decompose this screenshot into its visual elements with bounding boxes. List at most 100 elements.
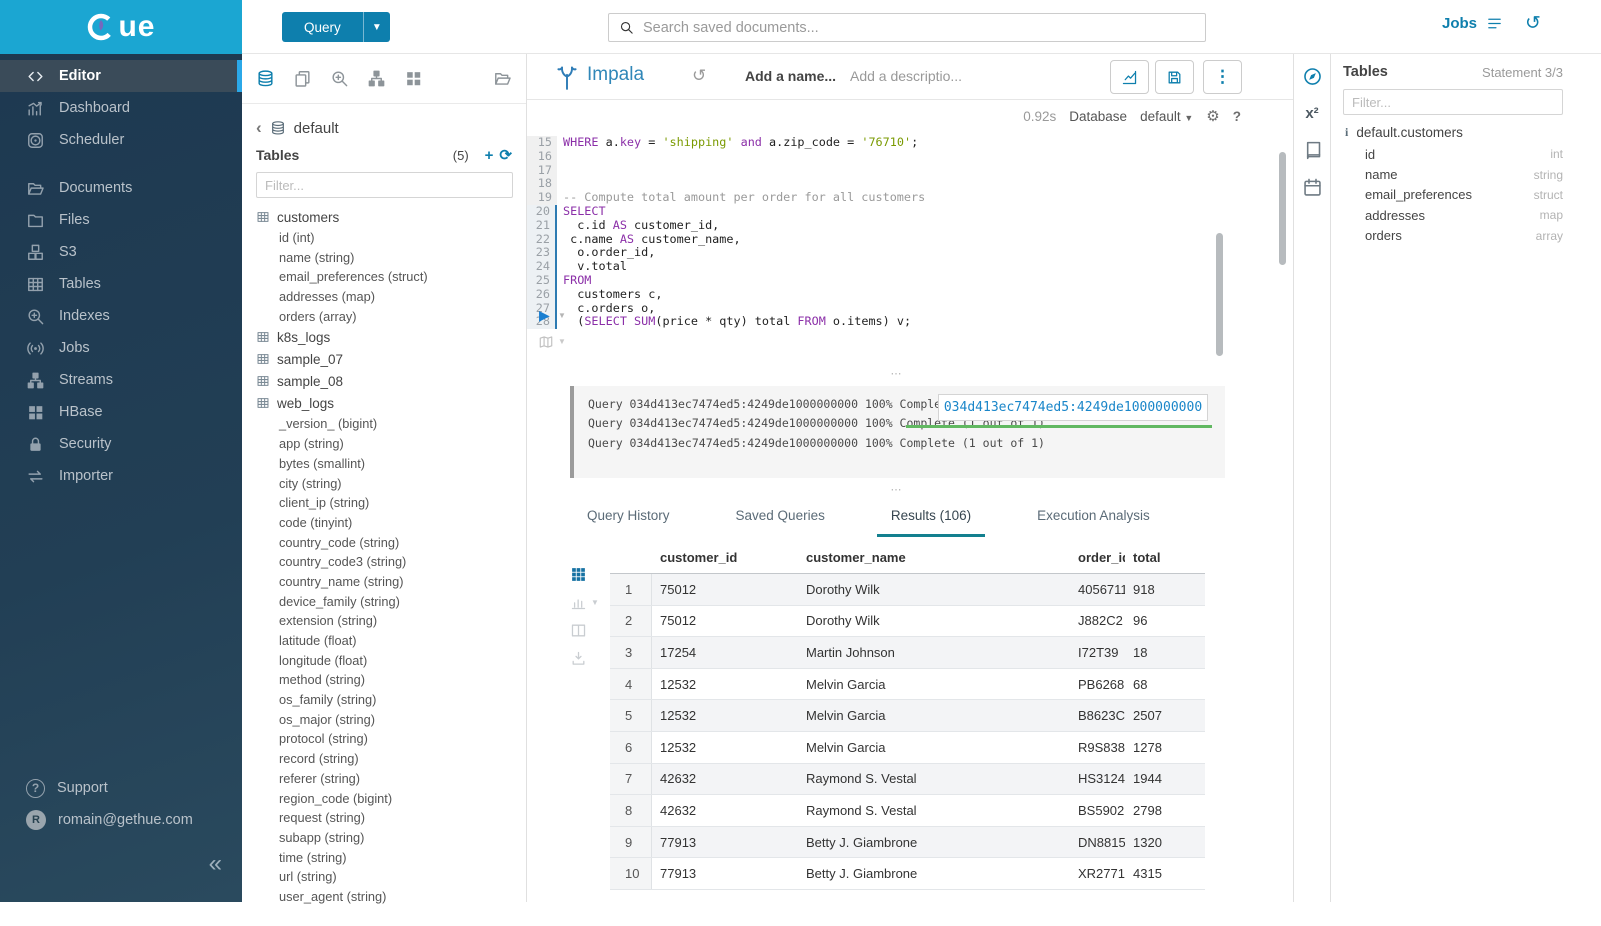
assist-column-email_preferences[interactable]: email_preferencesstruct bbox=[1343, 185, 1563, 205]
table-row[interactable]: 512532Melvin GarciaB8623C2507 bbox=[610, 700, 1205, 732]
tree-column[interactable]: device_family (string) bbox=[256, 592, 526, 612]
breadcrumb-database-name[interactable]: default bbox=[294, 120, 339, 137]
tree-column[interactable]: extension (string) bbox=[256, 611, 526, 631]
sidebar-item-hbase[interactable]: HBase bbox=[0, 396, 242, 428]
tree-column[interactable]: protocol (string) bbox=[256, 729, 526, 749]
jobs-link[interactable]: Jobs bbox=[1442, 15, 1503, 32]
sidebar-item-security[interactable]: Security bbox=[0, 428, 242, 460]
minimap-icon[interactable] bbox=[538, 335, 554, 349]
sidebar-item-files[interactable]: Files bbox=[0, 204, 242, 236]
tree-table-k8s_logs[interactable]: k8s_logs bbox=[256, 326, 526, 348]
code-line-23[interactable]: 23 o.order_id, bbox=[527, 246, 1267, 260]
search-input[interactable] bbox=[643, 20, 1195, 36]
query-button-label[interactable]: Query bbox=[282, 12, 363, 42]
tree-column[interactable]: longitude (float) bbox=[256, 651, 526, 671]
sidebar-item-importer[interactable]: Importer bbox=[0, 460, 242, 492]
database-selector[interactable]: default ▼ bbox=[1140, 109, 1193, 124]
query-dropdown-caret-icon[interactable]: ▼ bbox=[363, 12, 390, 42]
code-line-19[interactable]: 19-- Compute total amount per order for … bbox=[527, 191, 1267, 205]
global-search[interactable] bbox=[608, 13, 1206, 42]
code-line-22[interactable]: 22 c.name AS customer_name, bbox=[527, 233, 1267, 247]
functions-icon[interactable]: x² bbox=[1305, 103, 1318, 124]
execute-options-caret-icon[interactable]: ▼ bbox=[558, 311, 566, 320]
code-line-28[interactable]: 28 (SELECT SUM(price * qty) total FROM o… bbox=[527, 315, 1267, 329]
code-line-21[interactable]: 21 c.id AS customer_id, bbox=[527, 219, 1267, 233]
more-actions-button[interactable]: ⋮ bbox=[1203, 60, 1242, 94]
results-header-cell[interactable]: order_id bbox=[1070, 550, 1125, 565]
table-row[interactable]: 275012Dorothy WilkJ882C296 bbox=[610, 606, 1205, 638]
tree-column[interactable]: addresses (map) bbox=[256, 287, 526, 307]
tree-column[interactable]: record (string) bbox=[256, 749, 526, 769]
assist-column-name[interactable]: namestring bbox=[1343, 164, 1563, 184]
assist-column-id[interactable]: idint bbox=[1343, 144, 1563, 164]
tree-column[interactable]: latitude (float) bbox=[256, 631, 526, 651]
editor-scrollbar[interactable] bbox=[1216, 233, 1223, 356]
chart-view-caret-icon[interactable]: ▼ bbox=[591, 598, 599, 607]
tree-column[interactable]: email_preferences (struct) bbox=[256, 267, 526, 287]
tree-column[interactable]: app (string) bbox=[256, 434, 526, 454]
databases-icon[interactable] bbox=[256, 69, 275, 88]
sidebar-item-scheduler[interactable]: Scheduler bbox=[0, 124, 242, 156]
tree-table-web_logs[interactable]: web_logs bbox=[256, 392, 526, 414]
sidebar-item-tables[interactable]: Tables bbox=[0, 268, 242, 300]
code-line-17[interactable]: 17 bbox=[527, 164, 1267, 178]
columns-view-icon[interactable] bbox=[570, 622, 587, 639]
chart-button[interactable] bbox=[1110, 60, 1149, 94]
tree-table-sample_07[interactable]: sample_07 bbox=[256, 348, 526, 370]
tree-column[interactable]: country_code (string) bbox=[256, 533, 526, 553]
settings-gear-icon[interactable]: ⚙ bbox=[1206, 107, 1219, 125]
tab-saved-queries[interactable]: Saved Queries bbox=[722, 497, 839, 537]
code-line-20[interactable]: 20SELECT bbox=[527, 205, 1267, 219]
log-splitter-handle[interactable]: ⋯ bbox=[527, 370, 1267, 380]
back-chevron-icon[interactable]: ‹ bbox=[256, 118, 262, 138]
tree-column[interactable]: os_family (string) bbox=[256, 690, 526, 710]
editor-history-icon[interactable]: ↺ bbox=[692, 66, 706, 86]
editor-help-icon[interactable]: ? bbox=[1233, 109, 1241, 124]
grid-view-icon[interactable] bbox=[570, 566, 587, 583]
table-row[interactable]: 1077913Betty J. GiambroneXR27714315 bbox=[610, 858, 1205, 890]
apps-grid-icon[interactable] bbox=[404, 69, 423, 88]
code-line-18[interactable]: 18 bbox=[527, 177, 1267, 191]
tree-column[interactable]: code (tinyint) bbox=[256, 513, 526, 533]
sql-code-editor[interactable]: 15WHERE a.key = 'shipping' and a.zip_cod… bbox=[527, 136, 1267, 374]
query-description-field[interactable]: Add a descriptio... bbox=[850, 68, 962, 84]
code-line-27[interactable]: 27 c.orders o, bbox=[527, 302, 1267, 316]
execute-query-button[interactable]: ▶ bbox=[539, 307, 550, 324]
table-row[interactable]: 317254Martin JohnsonI72T3918 bbox=[610, 637, 1205, 669]
tables-filter-input[interactable] bbox=[256, 172, 513, 198]
tree-column[interactable]: request (string) bbox=[256, 808, 526, 828]
tree-column[interactable]: time (string) bbox=[256, 848, 526, 868]
assist-compass-icon[interactable] bbox=[1302, 66, 1323, 87]
tab-execution-analysis[interactable]: Execution Analysis bbox=[1023, 497, 1164, 537]
results-splitter-handle[interactable]: ⋯ bbox=[527, 486, 1267, 496]
tree-column[interactable]: method (string) bbox=[256, 670, 526, 690]
tree-column[interactable]: country_name (string) bbox=[256, 572, 526, 592]
code-line-25[interactable]: 25FROM bbox=[527, 274, 1267, 288]
code-line-15[interactable]: 15WHERE a.key = 'shipping' and a.zip_cod… bbox=[527, 136, 1267, 150]
code-line-26[interactable]: 26 customers c, bbox=[527, 288, 1267, 302]
main-scrollbar[interactable] bbox=[1279, 152, 1286, 265]
engine-name[interactable]: Impala bbox=[587, 64, 644, 86]
tree-column[interactable]: referer (string) bbox=[256, 769, 526, 789]
sidebar-item-documents[interactable]: Documents bbox=[0, 172, 242, 204]
tree-column[interactable]: bytes (smallint) bbox=[256, 454, 526, 474]
minimap-caret-icon[interactable]: ▼ bbox=[558, 337, 566, 346]
chart-view-icon[interactable] bbox=[570, 594, 587, 611]
sidebar-item-support[interactable]: ? Support bbox=[0, 772, 242, 804]
database-breadcrumb[interactable]: ‹ default bbox=[242, 104, 526, 140]
tree-column[interactable]: country_code3 (string) bbox=[256, 552, 526, 572]
open-folder-icon[interactable] bbox=[493, 69, 512, 88]
table-row[interactable]: 742632Raymond S. VestalHS31241944 bbox=[610, 764, 1205, 796]
tab-results-106[interactable]: Results (106) bbox=[877, 497, 985, 537]
table-row[interactable]: 977913Betty J. GiambroneDN88151320 bbox=[610, 827, 1205, 859]
table-row[interactable]: 612532Melvin GarciaR9S8381278 bbox=[610, 732, 1205, 764]
table-row[interactable]: 175012Dorothy Wilk4056711918 bbox=[610, 574, 1205, 606]
tree-table-customers[interactable]: customers bbox=[256, 206, 526, 228]
refresh-tables-icon[interactable]: ⟳ bbox=[499, 146, 512, 164]
assist-column-orders[interactable]: ordersarray bbox=[1343, 226, 1563, 246]
tree-column[interactable]: orders (array) bbox=[256, 307, 526, 327]
tree-column[interactable]: url (string) bbox=[256, 867, 526, 887]
sidebar-item-jobs[interactable]: Jobs bbox=[0, 332, 242, 364]
new-query-button[interactable]: Query ▼ bbox=[282, 12, 390, 42]
code-line-24[interactable]: 24 v.total bbox=[527, 260, 1267, 274]
